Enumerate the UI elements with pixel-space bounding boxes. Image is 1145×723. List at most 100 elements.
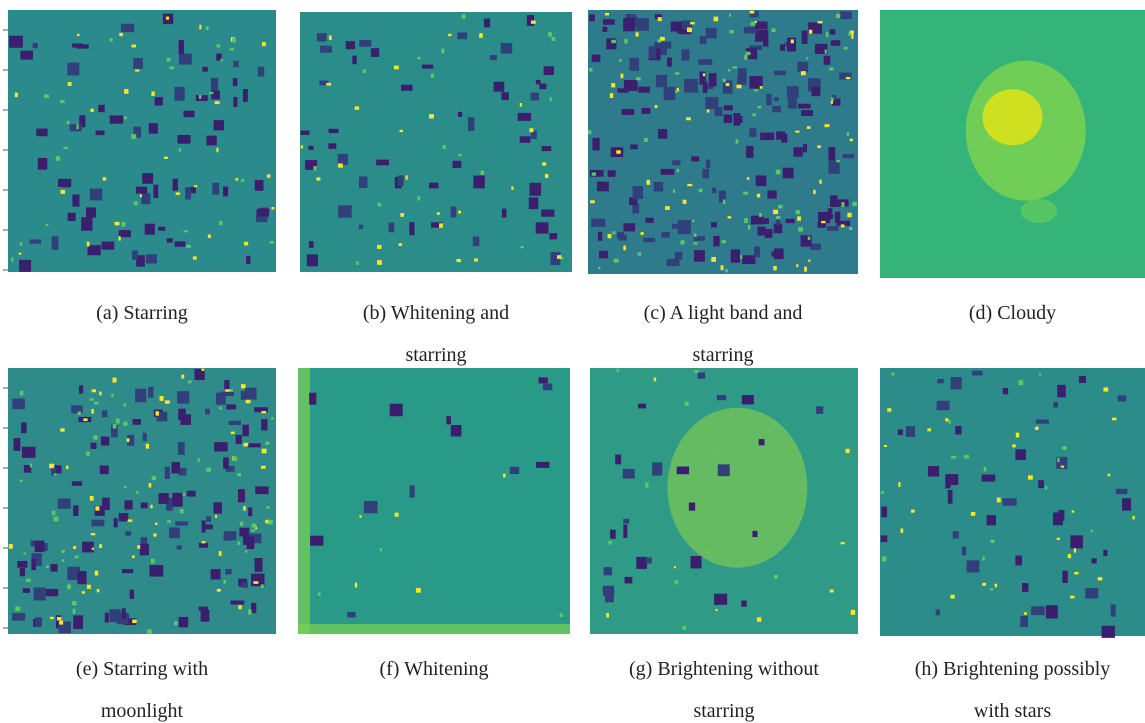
- image-texture: [318, 592, 321, 596]
- image-texture: [747, 177, 749, 180]
- image-texture: [70, 124, 82, 131]
- image-texture: [135, 389, 146, 402]
- image-texture: [219, 407, 222, 410]
- image-texture: [831, 40, 840, 46]
- image-texture: [621, 74, 624, 79]
- image-texture: [597, 182, 609, 192]
- image-texture: [714, 594, 727, 605]
- image-texture: [536, 462, 549, 468]
- image-texture: [1062, 571, 1067, 583]
- image-texture: [261, 411, 266, 413]
- image-texture: [363, 69, 366, 73]
- image-texture: [882, 556, 886, 561]
- image-texture: [806, 57, 808, 59]
- image-texture: [409, 222, 414, 235]
- caption-line: (e) Starring with: [0, 648, 292, 690]
- image-texture: [92, 548, 94, 550]
- image-texture: [1015, 449, 1026, 460]
- image-texture: [23, 588, 30, 593]
- image-texture: [793, 147, 802, 157]
- image-texture: [355, 106, 359, 109]
- image-texture: [821, 221, 825, 223]
- image-texture: [677, 467, 689, 475]
- image-texture: [223, 457, 229, 468]
- image-texture: [233, 61, 238, 67]
- image-texture: [103, 177, 106, 180]
- image-texture: [128, 519, 133, 521]
- image-texture: [146, 444, 149, 449]
- image-texture: [380, 548, 382, 551]
- image-texture: [123, 422, 127, 426]
- image-texture: [1118, 395, 1127, 401]
- image-texture: [831, 98, 834, 101]
- image-texture: [178, 442, 185, 455]
- image-texture: [887, 408, 891, 411]
- image-texture: [201, 369, 204, 371]
- image-texture: [757, 617, 761, 621]
- image-texture: [760, 86, 763, 89]
- image-texture: [246, 400, 251, 404]
- image-texture: [338, 154, 348, 165]
- image-texture: [30, 239, 41, 243]
- image-texture: [187, 491, 196, 497]
- image-texture: [329, 35, 332, 40]
- caption: (b) Whitening andstarring: [286, 292, 586, 376]
- image-texture: [172, 462, 181, 473]
- image-texture: [684, 79, 698, 93]
- image-texture: [797, 216, 801, 221]
- image-texture: [950, 595, 954, 599]
- image-texture: [73, 505, 78, 516]
- image-texture: [95, 506, 99, 510]
- image-texture: [119, 513, 129, 521]
- image-texture: [982, 557, 985, 561]
- image-texture: [687, 28, 692, 33]
- image-texture: [122, 608, 126, 619]
- image-texture: [346, 41, 355, 49]
- image-texture: [50, 617, 54, 619]
- image-texture: [216, 44, 220, 47]
- image-texture: [616, 369, 619, 372]
- image-texture: [751, 216, 763, 225]
- image-texture: [151, 92, 154, 96]
- image-texture: [757, 106, 761, 108]
- image-texture: [359, 176, 368, 187]
- image-texture: [606, 613, 609, 618]
- image-texture: [266, 506, 269, 509]
- image-texture: [615, 455, 621, 465]
- image-texture: [36, 129, 47, 137]
- image-texture: [951, 456, 956, 459]
- image-texture: [131, 45, 136, 48]
- image-texture: [841, 224, 845, 227]
- image-texture: [605, 592, 614, 603]
- image-texture: [836, 14, 840, 18]
- image-texture: [242, 425, 248, 437]
- image-texture: [38, 158, 48, 170]
- image-texture: [614, 259, 619, 263]
- image-texture: [1122, 498, 1131, 510]
- image-texture: [776, 216, 780, 219]
- image-texture: [707, 110, 709, 113]
- image-texture: [206, 468, 211, 472]
- image-texture: [723, 80, 733, 93]
- image-texture: [451, 425, 462, 436]
- image-texture: [527, 15, 534, 26]
- image-texture: [441, 49, 444, 54]
- image-texture: [166, 17, 169, 20]
- image-texture: [1090, 530, 1093, 532]
- image-texture: [1070, 535, 1083, 548]
- image-texture: [691, 156, 699, 161]
- image-texture: [1072, 510, 1075, 512]
- image-texture: [746, 146, 753, 158]
- image-texture: [91, 533, 95, 535]
- image-texture: [118, 236, 120, 240]
- image-texture: [740, 255, 742, 259]
- image-texture: [406, 175, 408, 179]
- image-texture: [188, 380, 191, 383]
- image-texture: [87, 585, 91, 589]
- caption-line: (d) Cloudy: [863, 292, 1145, 334]
- image-texture: [199, 607, 208, 611]
- image-texture: [141, 193, 150, 204]
- image-texture: [437, 212, 440, 215]
- image-texture: [715, 107, 723, 116]
- image-texture: [165, 400, 170, 403]
